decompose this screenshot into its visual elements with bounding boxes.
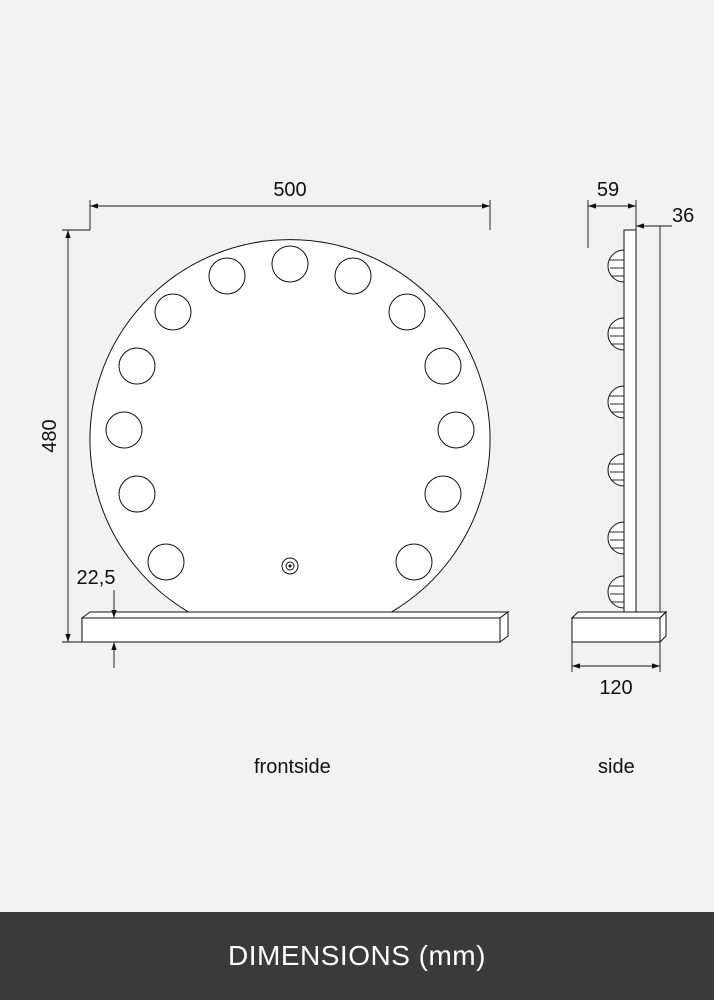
front-base <box>82 612 508 642</box>
footer-title: DIMENSIONS (mm) <box>228 940 486 972</box>
side-base <box>572 612 666 642</box>
front-view: 500 480 22,5 <box>39 179 508 668</box>
dim-text-480: 480 <box>39 419 61 452</box>
side-panel <box>624 230 636 612</box>
side-view: 59 36 120 <box>572 179 694 699</box>
dim-text-120: 120 <box>599 677 632 699</box>
dim-side-36: 36 <box>636 205 694 612</box>
bulbs-front-ring <box>88 236 492 612</box>
dim-text-36: 36 <box>672 205 694 227</box>
dim-text-22-5: 22,5 <box>77 567 116 589</box>
dim-text-500: 500 <box>273 179 306 201</box>
label-frontside: frontside <box>254 756 331 779</box>
bulbs-side <box>608 250 624 608</box>
footer-bar: DIMENSIONS (mm) <box>0 912 714 1000</box>
dim-side-120: 120 <box>572 642 660 699</box>
dim-front-width: 500 <box>90 179 490 230</box>
diagram-canvas: 500 480 22,5 <box>0 0 714 1000</box>
dim-text-59: 59 <box>597 179 619 201</box>
label-side: side <box>598 756 635 779</box>
